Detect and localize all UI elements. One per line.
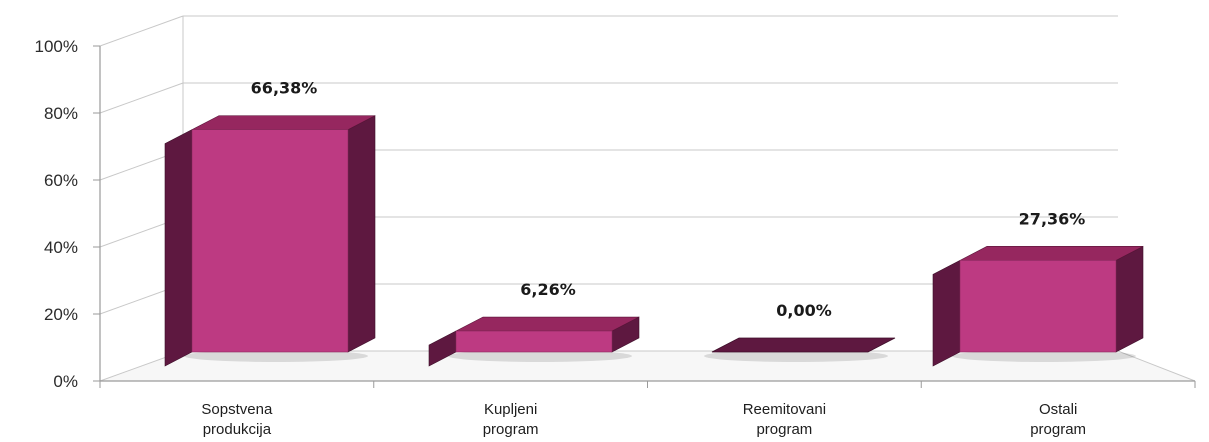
data-label: 0,00% bbox=[776, 301, 832, 320]
x-tick-label-line: produkcija bbox=[203, 421, 272, 438]
bar-shadow bbox=[952, 350, 1136, 362]
bar-top bbox=[455, 316, 640, 332]
bar-shadow bbox=[184, 350, 368, 362]
y-tick-label: 80% bbox=[44, 104, 78, 123]
x-tick-label-line: Sopstvena bbox=[201, 401, 273, 418]
side-gridline bbox=[99, 15, 184, 47]
x-tick-label: Sopstvena produkcija bbox=[201, 401, 273, 438]
bar bbox=[704, 337, 896, 362]
axis-layer: 0% 20% 40% 60% 80% 100% bbox=[35, 37, 1196, 391]
bar-top bbox=[191, 115, 376, 130]
x-tick-label-line: program bbox=[1030, 421, 1086, 438]
y-tick-label: 40% bbox=[44, 238, 78, 257]
bar bbox=[428, 316, 640, 367]
bar-side bbox=[164, 129, 193, 367]
x-tick-label: Ostali program bbox=[1030, 401, 1086, 438]
bar-top bbox=[711, 337, 896, 353]
x-tick-label-line: Reemitovani bbox=[743, 401, 826, 418]
bar-front bbox=[191, 129, 349, 353]
bar-front bbox=[959, 260, 1117, 353]
x-tick-label: Kupljeni program bbox=[483, 401, 539, 438]
y-tick-label: 60% bbox=[44, 171, 78, 190]
data-label: 6,26% bbox=[520, 280, 576, 299]
bar-side-right bbox=[347, 115, 376, 353]
data-label: 66,38% bbox=[251, 79, 318, 98]
bar-shadow bbox=[704, 350, 888, 362]
bar-top bbox=[959, 246, 1144, 261]
grid-layer bbox=[99, 15, 1196, 382]
y-tick-label: 0% bbox=[53, 372, 78, 391]
bar bbox=[164, 115, 376, 367]
bar-side bbox=[932, 259, 961, 367]
x-tick-label-line: Ostali bbox=[1039, 401, 1077, 418]
bar-front bbox=[455, 330, 613, 353]
side-gridline bbox=[99, 82, 184, 114]
y-tick-label: 20% bbox=[44, 305, 78, 324]
y-tick-label: 100% bbox=[35, 37, 78, 56]
bar-layer bbox=[164, 115, 1144, 367]
x-tick-label-line: Kupljeni bbox=[484, 401, 537, 418]
x-tick-label-line: program bbox=[756, 421, 812, 438]
bar-shadow bbox=[448, 350, 632, 362]
data-label: 27,36% bbox=[1019, 209, 1086, 228]
bar-side-right bbox=[1115, 245, 1144, 353]
bar bbox=[932, 245, 1144, 367]
x-tick-label: Reemitovani program bbox=[743, 401, 826, 438]
label-layer: 66,38% Sopstvena produkcija 6,26% Kupljeni pr… bbox=[201, 79, 1086, 438]
x-tick-label-line: program bbox=[483, 421, 539, 438]
